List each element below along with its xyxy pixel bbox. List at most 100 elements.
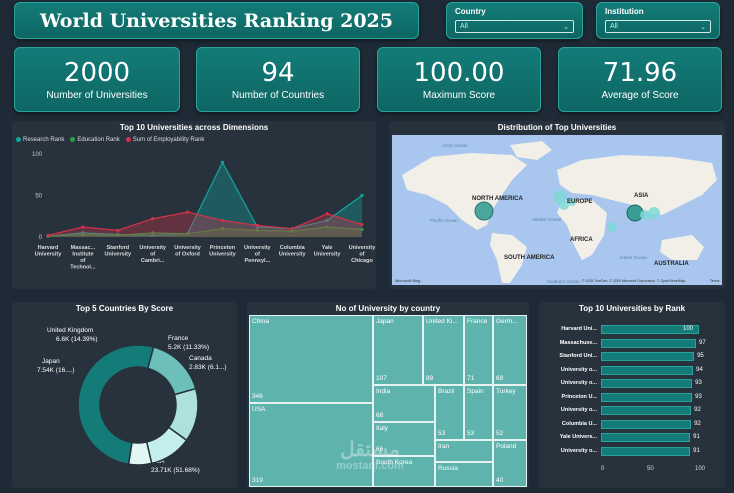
rank-chart-panel[interactable]: Top 10 Universities by Rank Harvard Uni.…: [539, 302, 725, 488]
rank-x-axis: 0 50 100: [539, 466, 725, 476]
map-bubble-usa[interactable]: [474, 201, 494, 221]
x-tick-label: Harvard University: [35, 245, 63, 258]
treemap-cell-value: 53: [438, 430, 446, 437]
legend-item-employability[interactable]: Sum of Employability Rank: [125, 137, 204, 143]
y-tick-label: 50: [35, 194, 42, 200]
rank-bar-label: Harvard Uni...: [561, 326, 597, 332]
y-tick-label: 100: [32, 152, 43, 158]
legend-dot-icon: [70, 137, 76, 142]
rank-bar-label: University o...: [560, 447, 597, 454]
data-point: [185, 232, 190, 236]
treemap-cell-iran[interactable]: Iran: [435, 440, 493, 462]
rank-bar: [601, 392, 693, 402]
treemap-panel[interactable]: No of University by country China 346 USA…: [247, 302, 529, 488]
legend-dot-icon: [16, 137, 21, 142]
treemap-cell-name: India: [376, 388, 391, 395]
treemap-cell-italy[interactable]: Italy 66: [373, 422, 435, 456]
rank-bar: [601, 379, 693, 388]
map-label-europe: EUROPE: [567, 199, 592, 205]
rank-bar-label: Massachuse...: [559, 339, 597, 346]
map-bubble-europe[interactable]: [559, 200, 569, 210]
data-point: [360, 222, 364, 227]
treemap-cell-brazil[interactable]: Brazil 53: [435, 385, 464, 440]
treemap-cell-usa[interactable]: USA 319: [249, 403, 373, 487]
data-point: [46, 233, 50, 237]
x-tick-label: Stanford University: [104, 245, 132, 258]
kpi-caption: Maximum Score: [422, 90, 496, 101]
treemap-cell-china[interactable]: China 346: [249, 315, 373, 403]
donut-label-value: 23.71K (51.68%): [151, 467, 200, 474]
donut-label-value: 7.54K (16....): [37, 367, 75, 374]
rank-bar-value: 92: [694, 420, 701, 427]
map-bubble-europe[interactable]: [568, 198, 576, 206]
kpi-caption: Average of Score: [601, 90, 679, 101]
donut-slice-usa: [77, 344, 155, 466]
data-point: [220, 218, 225, 222]
chart-legend: Research Rank Education Rank Sum of Empl…: [16, 137, 204, 143]
rank-bar: [601, 338, 697, 348]
map-title: Distribution of Top Universities: [497, 123, 617, 132]
country-slicer[interactable]: Country All ⌄: [446, 2, 583, 39]
map-label-pacific: Pacific Ocean: [430, 218, 458, 223]
map-bubble-japan[interactable]: [648, 207, 660, 219]
data-point: [116, 233, 120, 237]
treemap-cell-poland[interactable]: Poland 40: [493, 440, 527, 487]
treemap-cell-value: 89: [426, 375, 434, 382]
landmass-north-america: [402, 153, 527, 230]
donut-chart-title: Top 5 Countries By Score: [75, 304, 174, 313]
treemap-cell-japan[interactable]: Japan 107: [373, 315, 423, 385]
rank-bar-label: Columbia U...: [561, 420, 597, 427]
watermark-arabic: مستقل: [340, 439, 400, 461]
data-point: [325, 225, 329, 229]
chevron-down-icon: ⌄: [563, 23, 569, 31]
treemap-cell-germany[interactable]: Germ... 69: [493, 315, 527, 385]
country-dropdown[interactable]: All ⌄: [455, 20, 574, 33]
watermark: مستقل mostaql.com: [320, 440, 420, 472]
legend-item-education[interactable]: Education Rank: [70, 137, 120, 143]
treemap-cell-france[interactable]: France 71: [464, 315, 493, 385]
donut-label-name: Japan: [42, 358, 60, 365]
world-map[interactable]: Arctic Ocean NORTH AMERICA EUROPE ASIA A…: [392, 135, 722, 285]
map-bubble-india[interactable]: [607, 222, 617, 232]
treemap-cell-name: Brazil: [438, 388, 455, 395]
donut-label-name: Canada: [189, 355, 212, 362]
rank-bar-value: 100: [683, 326, 694, 332]
treemap-cell-uk[interactable]: United Ki... 89: [423, 315, 464, 385]
x-tick-label: University of Oxford: [174, 245, 202, 258]
treemap-cell-turkey[interactable]: Turkey 52: [493, 385, 527, 440]
rank-bar-value: 91: [693, 447, 700, 454]
treemap-cell-south-korea[interactable]: South Korea: [373, 456, 435, 487]
x-tick-label: Yale University: [314, 245, 342, 258]
dimensions-chart-panel[interactable]: Top 10 Universities across Dimensions Re…: [12, 121, 376, 289]
treemap-cell-spain[interactable]: Spain 53: [464, 385, 493, 440]
institution-dropdown[interactable]: All ⌄: [605, 20, 711, 33]
rank-bar: [601, 446, 691, 456]
legend-dot-icon: [125, 137, 131, 142]
x-tick-label: University of Pennsyl...: [244, 245, 272, 264]
institution-slicer[interactable]: Institution All ⌄: [596, 2, 720, 39]
donut-chart-panel[interactable]: Top 5 Countries By Score United Kingdom …: [12, 302, 237, 488]
bing-logo: Microsoft Bing: [395, 278, 420, 283]
x-tick-label: 100: [695, 466, 706, 472]
donut-slice-canada: [127, 441, 153, 466]
x-tick-label: 50: [647, 466, 654, 472]
data-point: [220, 160, 225, 164]
map-panel[interactable]: Distribution of Top Universities Arctic …: [389, 121, 725, 289]
donut-label-value: 2.83K (6.1...): [189, 364, 227, 371]
donut-label-name: France: [168, 335, 189, 342]
legend-item-research[interactable]: Research Rank: [16, 137, 64, 143]
treemap-cell-value: 52: [496, 430, 504, 437]
rank-bar-value: 93: [695, 380, 702, 386]
kpi-value: 71.96: [602, 58, 678, 88]
research-area: [48, 162, 362, 237]
treemap-cell-name: Germ...: [496, 318, 518, 325]
map-terms-link[interactable]: Terms: [710, 279, 720, 283]
donut-label-value: 5.2K (11.33%): [168, 344, 209, 351]
treemap-cell-value: 107: [376, 375, 387, 382]
y-tick-label: 0: [39, 235, 43, 241]
map-bubble-korea[interactable]: [640, 210, 650, 220]
rank-bar-value: 97: [699, 339, 706, 346]
treemap-cell-russia[interactable]: Russia: [435, 462, 493, 487]
treemap-cell-india[interactable]: India 68: [373, 385, 435, 422]
employability-line: [47, 211, 363, 236]
